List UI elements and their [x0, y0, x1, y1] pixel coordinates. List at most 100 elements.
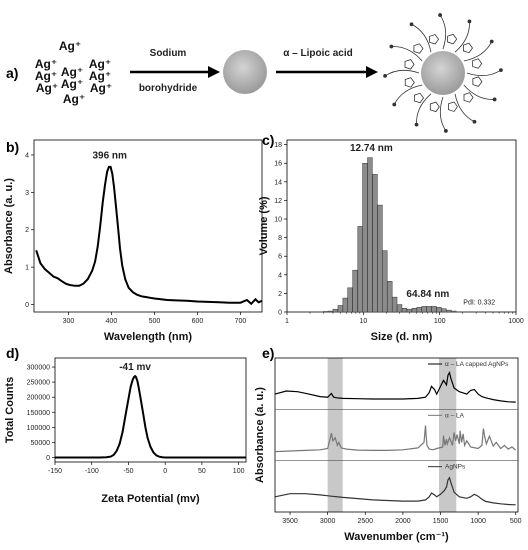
x-tick-label: -150: [48, 468, 62, 475]
size-distribution-bar: [416, 307, 422, 313]
plot-frame: [286, 139, 517, 313]
size-distribution-bar: [436, 307, 442, 313]
y-tick-label: 250000: [27, 380, 50, 387]
size-distribution-bar: [367, 157, 373, 313]
y-tick-label: 2: [278, 291, 282, 298]
step2-arrowhead: [366, 66, 378, 78]
y-tick-label: 300000: [27, 365, 50, 372]
silver-ion-label: Ag⁺: [36, 81, 58, 95]
x-tick-label: 500: [149, 318, 161, 325]
legend-label: α – LA: [445, 412, 465, 419]
y-tick-label: 2: [25, 227, 29, 234]
x-tick-label: 50: [198, 468, 206, 475]
legend-label: AgNPs: [445, 464, 466, 471]
x-tick-label: 1000: [508, 318, 524, 325]
legend-label: α – LA capped AgNPs: [445, 361, 509, 368]
y-tick-label: 1: [25, 265, 29, 272]
y-tick-label: 0: [278, 310, 282, 317]
y-tick-label: 4: [25, 152, 29, 159]
zeta-potential-chart: -150 -100 -50 0 50 100 0 50000 100000 150000 20000…: [4, 357, 247, 505]
silver-ion-label: Ag⁺: [89, 57, 111, 71]
x-tick-label: 500: [510, 518, 522, 525]
size-annotation: PdI: 0.332: [463, 300, 495, 307]
x-tick-label: 300: [63, 318, 75, 325]
plot-frame: [33, 139, 263, 313]
size-distribution-bar: [327, 310, 334, 313]
size-distribution-bar: [377, 204, 383, 313]
y-tick-label: 0: [46, 455, 50, 462]
silver-ion-label: Ag⁺: [61, 77, 83, 91]
panel-c-label: c): [262, 132, 274, 148]
x-axis-label: Zeta Potential (mv): [101, 493, 200, 505]
x-tick-label: 1000: [470, 518, 486, 525]
silver-ion-label: Ag⁺: [59, 39, 81, 53]
x-axis-label: Wavenumber (cm⁻¹): [344, 531, 449, 543]
uv-vis-spectrum-line: [35, 165, 263, 306]
size-distribution-bar: [451, 310, 457, 313]
y-axis-label: Total Counts: [4, 377, 16, 443]
y-tick-label: 50000: [31, 440, 51, 447]
size-distribution-bar: [332, 308, 339, 313]
size-distribution-bar: [431, 306, 437, 313]
step1-reagent-bottom: borohydride: [139, 83, 198, 94]
x-axis-label: Wavelength (nm): [104, 331, 193, 343]
ftir-spectrum-line: [274, 371, 516, 403]
x-tick-label: 3500: [282, 518, 298, 525]
x-tick-label: 1500: [433, 518, 449, 525]
silver-ion-label: Ag⁺: [63, 92, 85, 106]
x-tick-label: 100: [434, 318, 446, 325]
silver-ions: Ag⁺Ag⁺ Ag⁺Ag⁺Ag⁺ Ag⁺Ag⁺Ag⁺ Ag⁺Ag⁺: [35, 39, 112, 106]
highlight-band: [439, 358, 457, 512]
y-tick-label: 16: [274, 161, 282, 168]
x-axis-label: Size (d. nm): [371, 331, 433, 343]
size-distribution-bar: [421, 306, 427, 313]
y-tick-label: 12: [274, 198, 282, 205]
y-tick-label: 150000: [27, 410, 50, 417]
panel-d-label: d): [6, 345, 19, 361]
peak-annotation: 396 nm: [92, 151, 127, 162]
y-tick-label: 14: [274, 179, 282, 186]
x-tick-label: 100: [233, 468, 245, 475]
nanoparticle-bare: [223, 50, 267, 94]
size-distribution-bar: [426, 306, 432, 313]
x-tick-label: 1: [285, 318, 289, 325]
size-distribution-bar: [337, 305, 344, 313]
capped-nanoparticle-structure: [383, 13, 503, 133]
x-tick-label: 0: [163, 468, 167, 475]
size-distribution-bar: [372, 174, 378, 313]
plot-frame: [54, 357, 247, 463]
step2-reagent-top: α – Lipoic acid: [283, 48, 353, 59]
size-annotation: 64.84 nm: [406, 289, 449, 300]
y-tick-label: 100000: [27, 425, 50, 432]
x-tick-label: 3000: [320, 518, 336, 525]
x-tick-label: 2000: [395, 518, 411, 525]
y-tick-label: 200000: [27, 395, 50, 402]
x-tick-label: 2500: [357, 518, 373, 525]
ftir-spectrum-line: [274, 476, 516, 506]
size-distribution-bar: [387, 281, 393, 313]
size-distribution-bar: [391, 296, 398, 313]
size-distribution-bar: [347, 287, 353, 313]
silver-ion-label: Ag⁺: [61, 65, 83, 79]
x-tick-label: 10: [359, 318, 367, 325]
x-tick-label: -50: [123, 468, 133, 475]
x-tick-label: 400: [106, 318, 118, 325]
y-tick-label: 18: [274, 142, 282, 149]
size-distribution-bar: [406, 308, 413, 313]
peak-annotation: -41 mv: [119, 362, 151, 373]
y-tick-label: 0: [25, 302, 29, 309]
panel-e-label: e): [262, 345, 274, 361]
panel-a: a) Ag⁺Ag⁺ Ag⁺Ag⁺Ag⁺ Ag⁺Ag⁺Ag⁺ Ag⁺Ag⁺ Sodium…: [6, 13, 503, 133]
size-distribution-bar: [396, 304, 403, 313]
size-distribution-bar: [362, 162, 368, 313]
y-tick-label: 4: [278, 272, 282, 279]
plot-frame: [274, 357, 519, 513]
size-distribution-bar: [401, 308, 408, 313]
size-annotation: 12.74 nm: [350, 143, 393, 154]
size-distribution-bar: [352, 269, 358, 313]
size-distribution-bar: [357, 226, 363, 313]
y-tick-label: 3: [25, 190, 29, 197]
size-distribution-bar: [446, 309, 452, 313]
y-tick-label: 10: [274, 217, 282, 224]
